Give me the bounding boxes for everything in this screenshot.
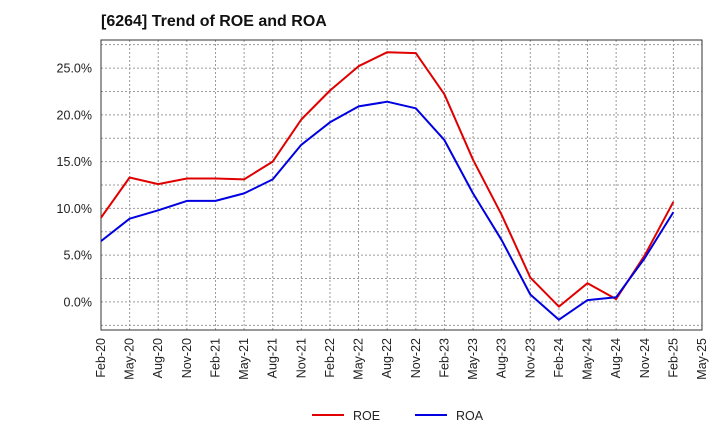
x-tick-label: Aug-22 <box>380 338 394 378</box>
x-tick-label: Feb-25 <box>666 338 680 378</box>
x-tick-label: Feb-20 <box>94 338 108 378</box>
x-tick-label: May-21 <box>237 338 251 380</box>
x-tick-label: Aug-20 <box>151 338 165 378</box>
x-tick-label: May-23 <box>466 338 480 380</box>
series-line-roa <box>100 100 675 321</box>
series-line-roe <box>100 51 675 308</box>
x-tick-label: Nov-22 <box>409 338 423 378</box>
x-tick-label: Nov-23 <box>523 338 537 378</box>
x-tick-label: Nov-24 <box>638 338 652 378</box>
x-tick-label: Feb-22 <box>323 338 337 378</box>
y-tick-label: 10.0% <box>57 202 92 216</box>
y-tick-label: 0.0% <box>64 295 93 309</box>
x-tick-label: Nov-20 <box>180 338 194 378</box>
chart-title: [6264] Trend of ROE and ROA <box>101 13 327 30</box>
x-tick-label: Feb-23 <box>437 338 451 378</box>
x-tick-label: Aug-23 <box>495 338 509 378</box>
x-tick-label: Feb-24 <box>552 338 566 378</box>
x-tick-label: May-24 <box>581 338 595 380</box>
x-tick-label: Nov-21 <box>294 338 308 378</box>
x-tick-label: Aug-21 <box>266 338 280 378</box>
y-tick-label: 25.0% <box>57 62 92 76</box>
x-tick-label: May-20 <box>123 338 137 380</box>
legend-label-roe: ROE <box>353 409 380 423</box>
x-tick-label: Aug-24 <box>609 338 623 378</box>
y-tick-label: 5.0% <box>64 249 93 263</box>
x-tick-label: May-22 <box>352 338 366 380</box>
x-tick-label: May-25 <box>695 338 709 380</box>
x-tick-label: Feb-21 <box>208 338 222 378</box>
y-tick-label: 20.0% <box>57 108 92 122</box>
legend-label-roa: ROA <box>456 409 484 423</box>
y-tick-label: 15.0% <box>57 155 92 169</box>
plot-border <box>100 39 703 331</box>
